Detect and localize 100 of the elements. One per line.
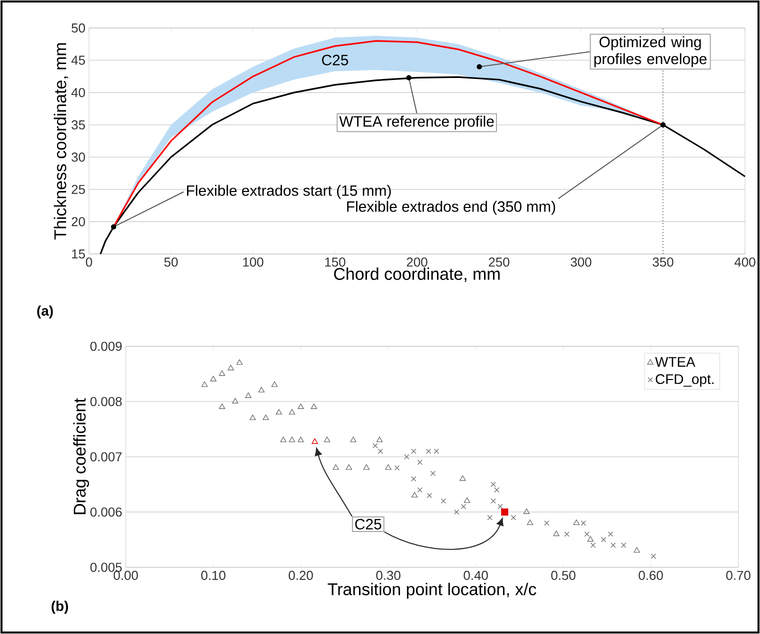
point	[490, 498, 496, 504]
point	[404, 454, 410, 460]
point	[201, 381, 208, 387]
point	[454, 509, 460, 515]
point	[411, 476, 416, 482]
x-tick-label: 100	[243, 258, 264, 267]
point	[650, 554, 656, 559]
point	[250, 414, 256, 420]
x-tick-label: 0.00	[114, 570, 138, 580]
x-tick-label: 0.50	[551, 570, 576, 580]
y-tick-label: 25	[72, 184, 85, 194]
point	[411, 448, 416, 454]
point	[621, 542, 626, 548]
point	[417, 487, 422, 493]
point	[460, 475, 466, 481]
y-tick-label: 15	[72, 249, 85, 258]
point	[288, 436, 296, 442]
point	[590, 542, 596, 548]
point	[350, 436, 356, 442]
point	[363, 464, 370, 470]
x-tick-label: 200	[406, 258, 428, 267]
x-tick-label: 0.10	[201, 570, 226, 580]
point	[258, 386, 265, 392]
y-tick-label: 40	[71, 88, 85, 98]
point	[430, 470, 436, 476]
point	[417, 460, 422, 465]
point	[376, 436, 383, 442]
point	[494, 487, 500, 493]
point	[298, 436, 304, 442]
point	[236, 359, 243, 365]
point	[280, 436, 286, 442]
y-tick-label: 20	[72, 217, 85, 226]
point	[271, 381, 278, 387]
x-axis-title: Transition point location, x/c	[328, 582, 536, 599]
y-tick-label: 35	[72, 120, 85, 130]
y-tick-label: 0.007	[90, 452, 122, 462]
point	[426, 492, 432, 498]
point	[510, 514, 516, 520]
annotation: WTEA reference profile	[339, 116, 494, 130]
point	[346, 464, 352, 470]
point	[553, 530, 560, 536]
point	[608, 532, 614, 537]
x-tick-label: 50	[164, 258, 178, 267]
point	[288, 409, 296, 415]
point	[310, 404, 318, 410]
y-tick-label: 0.005	[90, 562, 122, 572]
legend-label: CFD_opt.	[656, 374, 714, 387]
annotation: Flexible extrados start (15 mm)	[187, 184, 391, 199]
point	[394, 465, 400, 470]
x-tick-label: 0.70	[726, 570, 750, 580]
line-series	[100, 76, 746, 255]
point	[245, 392, 252, 398]
point	[426, 448, 432, 454]
point	[544, 520, 550, 526]
point	[434, 448, 440, 454]
point	[276, 409, 282, 415]
y-tick-label: 30	[72, 152, 85, 162]
point	[564, 532, 570, 537]
text: (b)	[52, 600, 68, 614]
annotation: C25	[355, 518, 382, 530]
point	[464, 497, 470, 503]
x-tick-label: 0.30	[376, 570, 400, 580]
y-axis-title: Thickness coordinate, mm	[54, 43, 68, 240]
y-tick-label: 45	[71, 56, 85, 65]
point	[372, 443, 378, 448]
point	[487, 514, 492, 520]
point	[634, 547, 640, 553]
y-tick-label: 50	[72, 23, 85, 33]
x-axis-title: Chord coordinate, mm	[334, 268, 500, 282]
y-tick-label: 0.009	[90, 342, 122, 351]
point	[232, 398, 238, 404]
text: (a)	[37, 305, 53, 318]
point	[501, 508, 508, 516]
x-tick-label: 0	[86, 258, 92, 267]
point	[298, 404, 304, 410]
legend-label: WTEA	[655, 357, 696, 367]
annotation: Optimized wing profiles envelope	[594, 36, 707, 68]
x-tick-label: 300	[570, 258, 592, 267]
point	[460, 504, 466, 510]
annotation: C25	[322, 54, 348, 66]
y-tick-label: 0.008	[90, 396, 122, 406]
point	[523, 508, 530, 514]
point	[411, 492, 418, 498]
point	[498, 504, 503, 510]
x-tick-label: 250	[488, 258, 510, 267]
x-tick-label: 350	[652, 258, 674, 267]
x-tick-label: 0.60	[638, 570, 663, 580]
point	[385, 464, 392, 470]
x-tick-label: 400	[734, 258, 756, 267]
point	[218, 370, 226, 376]
point	[580, 520, 586, 526]
point	[324, 436, 330, 442]
x-tick-label: 150	[325, 258, 346, 267]
x-tick-label: 0.40	[464, 570, 488, 580]
annotation: Flexible extrados end (350 mm)	[347, 200, 556, 215]
point	[440, 498, 446, 504]
point	[490, 482, 496, 488]
point	[218, 404, 226, 410]
point	[610, 542, 616, 548]
point	[312, 438, 318, 444]
